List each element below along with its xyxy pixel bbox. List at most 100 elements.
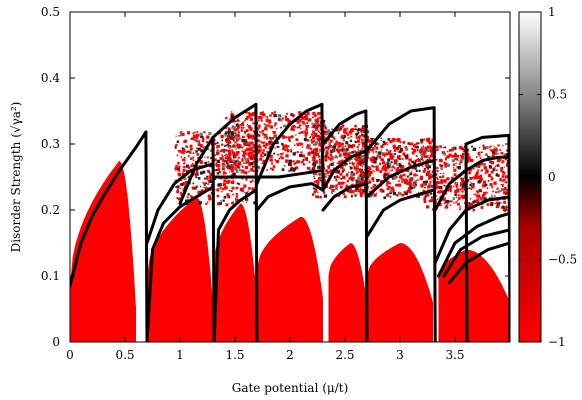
speckle xyxy=(294,125,297,128)
speckle xyxy=(185,181,188,184)
speckle xyxy=(460,156,465,160)
speckle xyxy=(235,186,238,190)
speckle xyxy=(310,136,312,139)
speckle xyxy=(387,150,390,153)
speckle xyxy=(323,181,327,185)
speckle xyxy=(268,120,272,124)
speckle xyxy=(252,157,255,160)
speckle xyxy=(409,172,412,175)
speckle xyxy=(502,206,506,209)
y-tick-label: 0 xyxy=(52,335,60,349)
speckle xyxy=(339,142,341,145)
speckle xyxy=(281,156,284,160)
speckle xyxy=(288,137,291,141)
speckle xyxy=(250,129,253,131)
speckle xyxy=(497,187,499,189)
speckle xyxy=(293,163,296,166)
speckle xyxy=(420,138,424,142)
speckle xyxy=(214,142,217,145)
speckle xyxy=(327,156,330,158)
speckle xyxy=(265,151,268,153)
speckle xyxy=(384,163,387,166)
speckle xyxy=(229,118,231,120)
speckle xyxy=(313,175,315,178)
speckle xyxy=(316,137,319,139)
speckle xyxy=(398,162,401,165)
speckle xyxy=(232,179,235,182)
speckle xyxy=(302,158,305,161)
speckle xyxy=(477,169,480,172)
speckle xyxy=(330,155,333,158)
speckle xyxy=(216,188,220,192)
speckle xyxy=(396,193,399,197)
speckle xyxy=(262,141,264,144)
speckle xyxy=(228,146,231,149)
speckle xyxy=(445,178,448,181)
speckle xyxy=(223,173,225,176)
speckle xyxy=(499,152,502,154)
speckle xyxy=(330,157,333,161)
speckle xyxy=(486,191,488,194)
speckle xyxy=(426,193,430,197)
speckle xyxy=(406,153,409,156)
speckle xyxy=(347,190,350,193)
speckle xyxy=(232,156,235,159)
speckle xyxy=(460,158,464,162)
speckle xyxy=(396,138,399,141)
speckle xyxy=(209,177,212,180)
speckle xyxy=(444,157,447,159)
speckle xyxy=(261,133,265,136)
x-tick-label: 3 xyxy=(396,348,404,362)
speckle xyxy=(389,183,391,185)
boundary-curve-14 xyxy=(321,149,369,192)
speckle xyxy=(439,172,442,175)
speckle xyxy=(286,112,288,115)
speckle xyxy=(478,146,481,149)
speckle xyxy=(301,160,304,164)
speckle xyxy=(403,154,406,157)
speckle xyxy=(338,160,342,164)
speckle xyxy=(236,186,239,189)
speckle xyxy=(417,142,420,144)
speckle xyxy=(476,198,479,201)
speckle xyxy=(383,172,386,175)
speckle xyxy=(362,129,366,133)
speckle xyxy=(210,149,212,152)
speckle xyxy=(287,120,291,124)
speckle xyxy=(301,154,305,158)
speckle xyxy=(194,187,197,190)
speckle xyxy=(264,127,268,131)
speckle xyxy=(262,156,264,158)
speckle xyxy=(266,137,269,140)
speckle xyxy=(200,189,204,193)
speckle xyxy=(253,201,257,205)
speckle xyxy=(430,181,432,183)
speckle xyxy=(244,139,247,141)
speckle xyxy=(256,148,260,152)
speckle xyxy=(263,133,267,137)
speckle xyxy=(312,125,315,128)
speckle xyxy=(329,186,332,190)
speckle xyxy=(283,165,286,167)
speckle xyxy=(384,155,386,157)
speckle xyxy=(374,144,377,147)
speckle xyxy=(420,141,423,144)
speckle xyxy=(416,174,419,177)
speckle xyxy=(221,159,224,162)
speckle xyxy=(315,160,318,163)
speckle xyxy=(390,161,393,163)
speckle xyxy=(219,186,222,189)
speckle xyxy=(363,192,365,194)
speckle xyxy=(175,164,178,168)
x-tick-label: 1 xyxy=(176,348,184,362)
speckle xyxy=(423,182,427,186)
speckle xyxy=(405,154,409,159)
speckle xyxy=(312,140,314,143)
speckle xyxy=(187,176,190,179)
speckle xyxy=(250,168,254,172)
speckle xyxy=(455,162,457,165)
speckle xyxy=(306,138,309,142)
speckle xyxy=(304,135,307,138)
x-axis: 0 0.5 1 1.5 2 2.5 3 3.5 xyxy=(66,12,465,362)
speckle xyxy=(375,168,379,172)
